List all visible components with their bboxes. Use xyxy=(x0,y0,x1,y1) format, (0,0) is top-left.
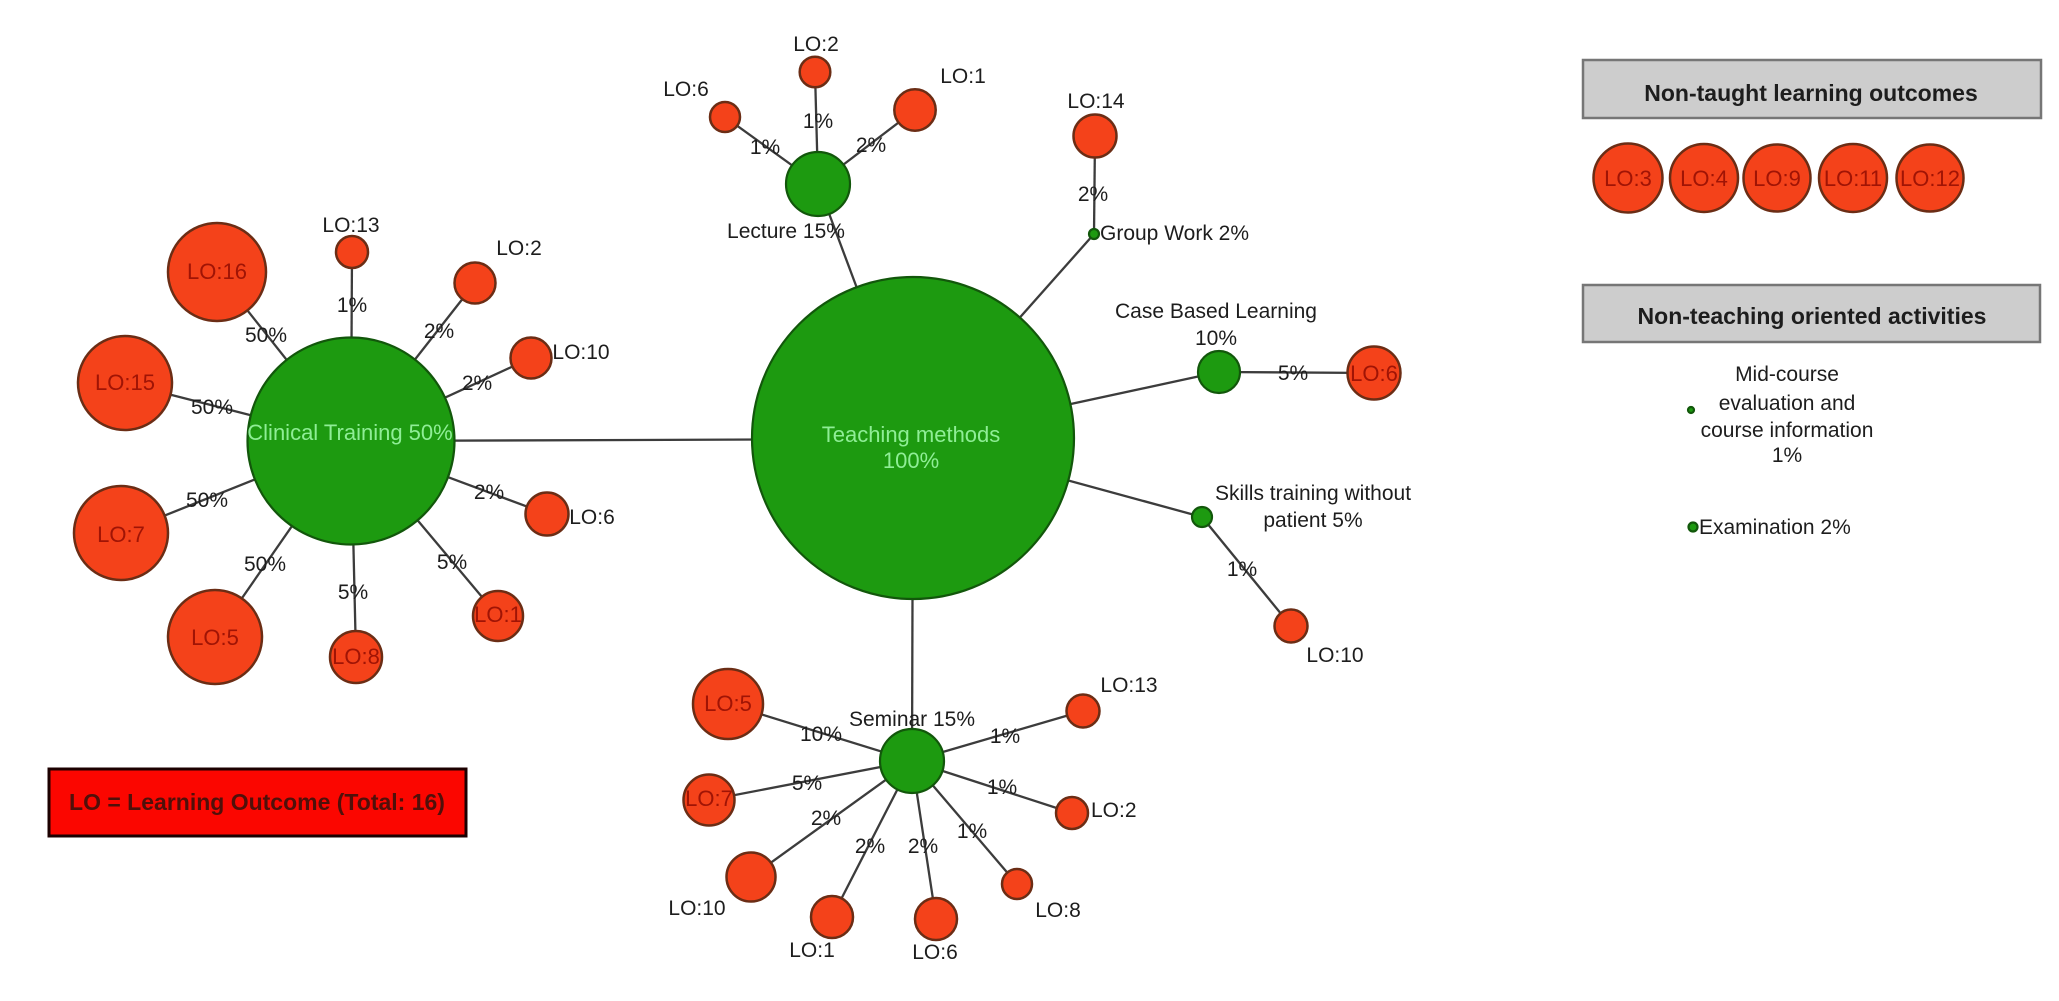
svg-text:LO = Learning Outcome (Total:: LO = Learning Outcome (Total: 16) xyxy=(69,789,445,815)
svg-text:course information: course information xyxy=(1701,419,1874,442)
svg-text:Examination 2%: Examination 2% xyxy=(1699,516,1851,539)
svg-text:Mid-course: Mid-course xyxy=(1735,363,1839,386)
svg-text:1%: 1% xyxy=(1227,558,1257,581)
svg-text:LO:11: LO:11 xyxy=(1824,166,1882,191)
svg-text:1%: 1% xyxy=(750,136,780,159)
svg-text:50%: 50% xyxy=(244,553,286,576)
svg-text:patient 5%: patient 5% xyxy=(1263,509,1362,532)
svg-text:LO:6: LO:6 xyxy=(569,506,615,529)
svg-text:LO:10: LO:10 xyxy=(1306,644,1363,667)
svg-text:1%: 1% xyxy=(1772,444,1802,467)
svg-text:50%: 50% xyxy=(191,396,233,419)
svg-text:LO:1: LO:1 xyxy=(940,65,986,88)
svg-text:1%: 1% xyxy=(957,820,987,843)
svg-text:LO:16: LO:16 xyxy=(187,259,247,284)
svg-text:LO:10: LO:10 xyxy=(668,897,725,920)
svg-text:LO:1: LO:1 xyxy=(789,939,835,962)
svg-text:LO:14: LO:14 xyxy=(1067,90,1125,113)
svg-text:LO:4: LO:4 xyxy=(1680,166,1728,191)
svg-text:LO:2: LO:2 xyxy=(1091,799,1137,822)
svg-text:1%: 1% xyxy=(337,294,367,317)
svg-text:2%: 2% xyxy=(908,835,938,858)
svg-text:Case Based Learning: Case Based Learning xyxy=(1115,300,1317,323)
svg-text:5%: 5% xyxy=(338,581,368,604)
svg-text:LO:1: LO:1 xyxy=(474,602,522,627)
svg-text:Non-taught learning outcomes: Non-taught learning outcomes xyxy=(1644,80,1978,106)
svg-text:LO:5: LO:5 xyxy=(191,625,239,650)
svg-text:2%: 2% xyxy=(856,134,886,157)
svg-text:LO:6: LO:6 xyxy=(663,78,709,101)
svg-text:Non-teaching oriented activiti: Non-teaching oriented activities xyxy=(1638,303,1987,329)
svg-text:50%: 50% xyxy=(186,489,228,512)
svg-text:LO:2: LO:2 xyxy=(496,237,542,260)
svg-text:1%: 1% xyxy=(987,776,1017,799)
svg-text:5%: 5% xyxy=(1278,362,1308,385)
svg-text:Lecture 15%: Lecture 15% xyxy=(727,220,845,243)
svg-text:Teaching methods: Teaching methods xyxy=(822,422,1001,447)
svg-text:1%: 1% xyxy=(990,725,1020,748)
svg-text:LO:13: LO:13 xyxy=(322,214,379,237)
svg-text:LO:6: LO:6 xyxy=(912,941,958,964)
svg-text:LO:15: LO:15 xyxy=(95,370,155,395)
svg-text:Clinical Training 50%: Clinical Training 50% xyxy=(247,420,452,445)
svg-text:2%: 2% xyxy=(424,320,454,343)
svg-text:LO:10: LO:10 xyxy=(552,341,609,364)
svg-text:5%: 5% xyxy=(792,772,822,795)
svg-text:LO:7: LO:7 xyxy=(685,786,733,811)
svg-text:50%: 50% xyxy=(245,324,287,347)
svg-text:LO:12: LO:12 xyxy=(1900,166,1960,191)
svg-text:LO:8: LO:8 xyxy=(332,644,380,669)
svg-text:Group Work 2%: Group Work 2% xyxy=(1100,222,1249,245)
svg-text:LO:7: LO:7 xyxy=(97,522,145,547)
svg-text:LO:9: LO:9 xyxy=(1753,166,1801,191)
svg-text:LO:5: LO:5 xyxy=(704,691,752,716)
svg-text:10%: 10% xyxy=(800,723,842,746)
svg-text:LO:2: LO:2 xyxy=(793,33,839,56)
svg-text:10%: 10% xyxy=(1195,327,1237,350)
svg-text:2%: 2% xyxy=(855,835,885,858)
svg-text:5%: 5% xyxy=(437,551,467,574)
svg-text:LO:8: LO:8 xyxy=(1035,899,1081,922)
svg-text:Seminar 15%: Seminar 15% xyxy=(849,708,975,731)
svg-text:2%: 2% xyxy=(811,807,841,830)
svg-text:2%: 2% xyxy=(474,481,504,504)
svg-text:2%: 2% xyxy=(1078,183,1108,206)
svg-text:Skills training without: Skills training without xyxy=(1215,482,1411,505)
svg-text:LO:13: LO:13 xyxy=(1100,674,1157,697)
svg-text:1%: 1% xyxy=(803,110,833,133)
svg-text:LO:6: LO:6 xyxy=(1350,361,1398,386)
svg-text:LO:3: LO:3 xyxy=(1604,166,1652,191)
svg-text:100%: 100% xyxy=(883,448,939,473)
svg-text:2%: 2% xyxy=(462,372,492,395)
svg-text:evaluation and: evaluation and xyxy=(1719,392,1856,415)
